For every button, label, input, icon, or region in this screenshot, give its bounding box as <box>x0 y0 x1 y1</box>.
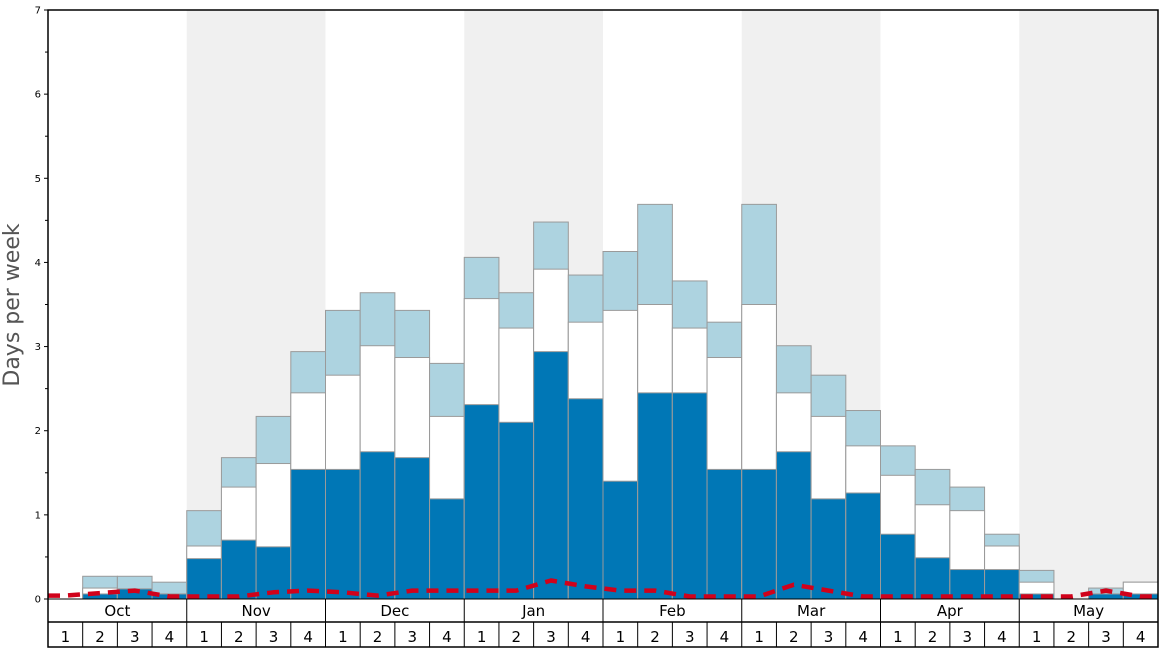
bar-dark-5 <box>220 539 257 600</box>
week-label-23: 4 <box>858 628 868 646</box>
bar-dark-12 <box>463 404 500 600</box>
bar-dark-13 <box>498 421 535 600</box>
y-tick-label-4: 4 <box>35 258 41 269</box>
week-label-15: 4 <box>581 628 591 646</box>
week-label-28: 1 <box>1032 628 1042 646</box>
month-label-may: May <box>1073 602 1104 620</box>
week-label-8: 1 <box>338 628 348 646</box>
y-tick-label-7: 7 <box>35 6 41 17</box>
week-label-19: 4 <box>720 628 730 646</box>
week-label-13: 2 <box>512 628 522 646</box>
week-label-3: 4 <box>165 628 175 646</box>
y-tick-label-3: 3 <box>35 342 41 353</box>
y-tick-label-0: 0 <box>35 595 41 606</box>
bar-dark-18 <box>671 392 708 600</box>
bar-dark-14 <box>533 351 569 600</box>
y-tick-label-2: 2 <box>35 426 41 437</box>
bar-dark-15 <box>567 398 604 600</box>
week-label-4: 1 <box>199 628 209 646</box>
bar-dark-20 <box>741 468 777 600</box>
week-label-6: 3 <box>269 628 279 646</box>
week-label-20: 1 <box>754 628 764 646</box>
bar-dark-25 <box>914 557 951 600</box>
series-line <box>48 578 1158 599</box>
y-tick-label-5: 5 <box>35 174 41 185</box>
week-label-30: 3 <box>1101 628 1111 646</box>
month-label-oct: Oct <box>104 602 130 620</box>
week-label-25: 2 <box>928 628 938 646</box>
bar-dark-22 <box>810 498 847 600</box>
bar-dark-1 <box>82 593 118 600</box>
bar-dark-7 <box>290 468 326 600</box>
month-label-mar: Mar <box>797 602 826 620</box>
bar-dark-27 <box>984 569 1020 600</box>
week-label-9: 2 <box>373 628 383 646</box>
week-label-7: 4 <box>303 628 313 646</box>
week-label-2: 3 <box>130 628 140 646</box>
bar-dark-21 <box>775 451 812 600</box>
week-label-31: 4 <box>1136 628 1146 646</box>
week-label-14: 3 <box>546 628 556 646</box>
bar-dark-9 <box>359 451 396 600</box>
bar-dark-4 <box>186 558 222 600</box>
bar-dark-8 <box>325 468 361 600</box>
week-label-17: 2 <box>650 628 660 646</box>
week-label-5: 2 <box>234 628 244 646</box>
month-label-dec: Dec <box>380 602 409 620</box>
bar-dark-24 <box>880 533 916 600</box>
week-label-18: 3 <box>685 628 695 646</box>
bar-dark-10 <box>394 457 431 600</box>
week-label-21: 2 <box>789 628 799 646</box>
week-label-24: 1 <box>893 628 903 646</box>
week-label-26: 3 <box>962 628 972 646</box>
bar-dark-17 <box>637 392 673 600</box>
week-label-11: 4 <box>442 628 452 646</box>
week-label-10: 3 <box>407 628 417 646</box>
y-axis-label: Days per week <box>0 223 25 386</box>
bar-dark-19 <box>706 468 743 600</box>
week-label-12: 1 <box>477 628 487 646</box>
week-label-0: 1 <box>61 628 71 646</box>
week-label-29: 2 <box>1067 628 1077 646</box>
bar-dark-30 <box>1088 593 1124 600</box>
bar-dark-11 <box>429 498 465 600</box>
month-band-may <box>1019 10 1158 599</box>
week-label-27: 4 <box>997 628 1007 646</box>
bar-dark-16 <box>602 480 639 600</box>
month-label-nov: Nov <box>241 602 270 620</box>
month-label-jan: Jan <box>521 602 545 620</box>
bar-dark-23 <box>845 492 881 600</box>
month-label-apr: Apr <box>937 602 964 620</box>
week-label-16: 1 <box>616 628 626 646</box>
y-tick-label-1: 1 <box>35 510 41 521</box>
week-label-22: 3 <box>824 628 834 646</box>
y-tick-label-6: 6 <box>35 90 41 101</box>
month-label-feb: Feb <box>659 602 686 620</box>
week-label-1: 2 <box>95 628 105 646</box>
